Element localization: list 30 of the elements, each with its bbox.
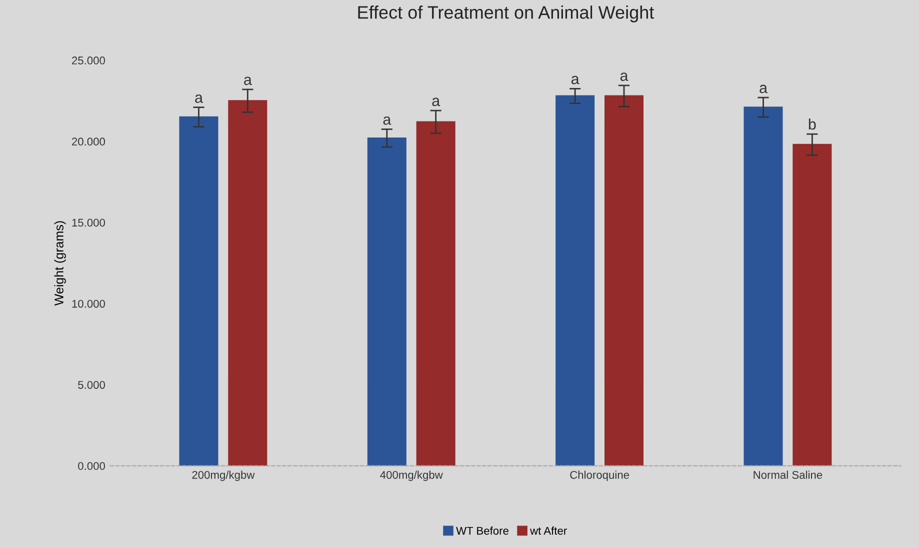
x-tick-label: 200mg/kgbw: [192, 470, 255, 482]
bar: [179, 116, 218, 466]
bar: [744, 106, 783, 466]
bar: [604, 95, 644, 466]
y-tick-label: 0.000: [78, 462, 105, 470]
x-tick-label: 400mg/kgbw: [380, 470, 443, 482]
y-tick-label: 20.000: [72, 138, 105, 146]
y-axis-title: Weight (grams): [54, 221, 66, 306]
y-tick-label: 25.000: [72, 56, 105, 64]
bar: [228, 100, 268, 466]
chart-title: Effect of Treatment on Animal Weight: [358, 6, 654, 22]
data-label: a: [432, 98, 440, 106]
bar: [556, 95, 595, 466]
bar: [367, 137, 406, 466]
data-label: a: [244, 76, 252, 86]
x-tick-label: Chloroquine: [570, 470, 630, 482]
legend-label: wt After: [530, 526, 567, 535]
legend-label: WT Before: [456, 526, 508, 535]
data-label: a: [383, 116, 392, 125]
bar: [416, 121, 456, 466]
y-tick-label: 15.000: [72, 218, 105, 227]
data-label: a: [571, 76, 580, 84]
data-label: b: [808, 118, 816, 130]
x-tick-label: Normal Saline: [754, 470, 822, 479]
data-label: a: [195, 94, 203, 103]
y-tick-label: 5.000: [78, 380, 105, 389]
data-label: a: [620, 72, 628, 82]
bar: [792, 144, 832, 466]
y-tick-label: 10.000: [72, 300, 105, 308]
data-label: a: [760, 84, 768, 94]
